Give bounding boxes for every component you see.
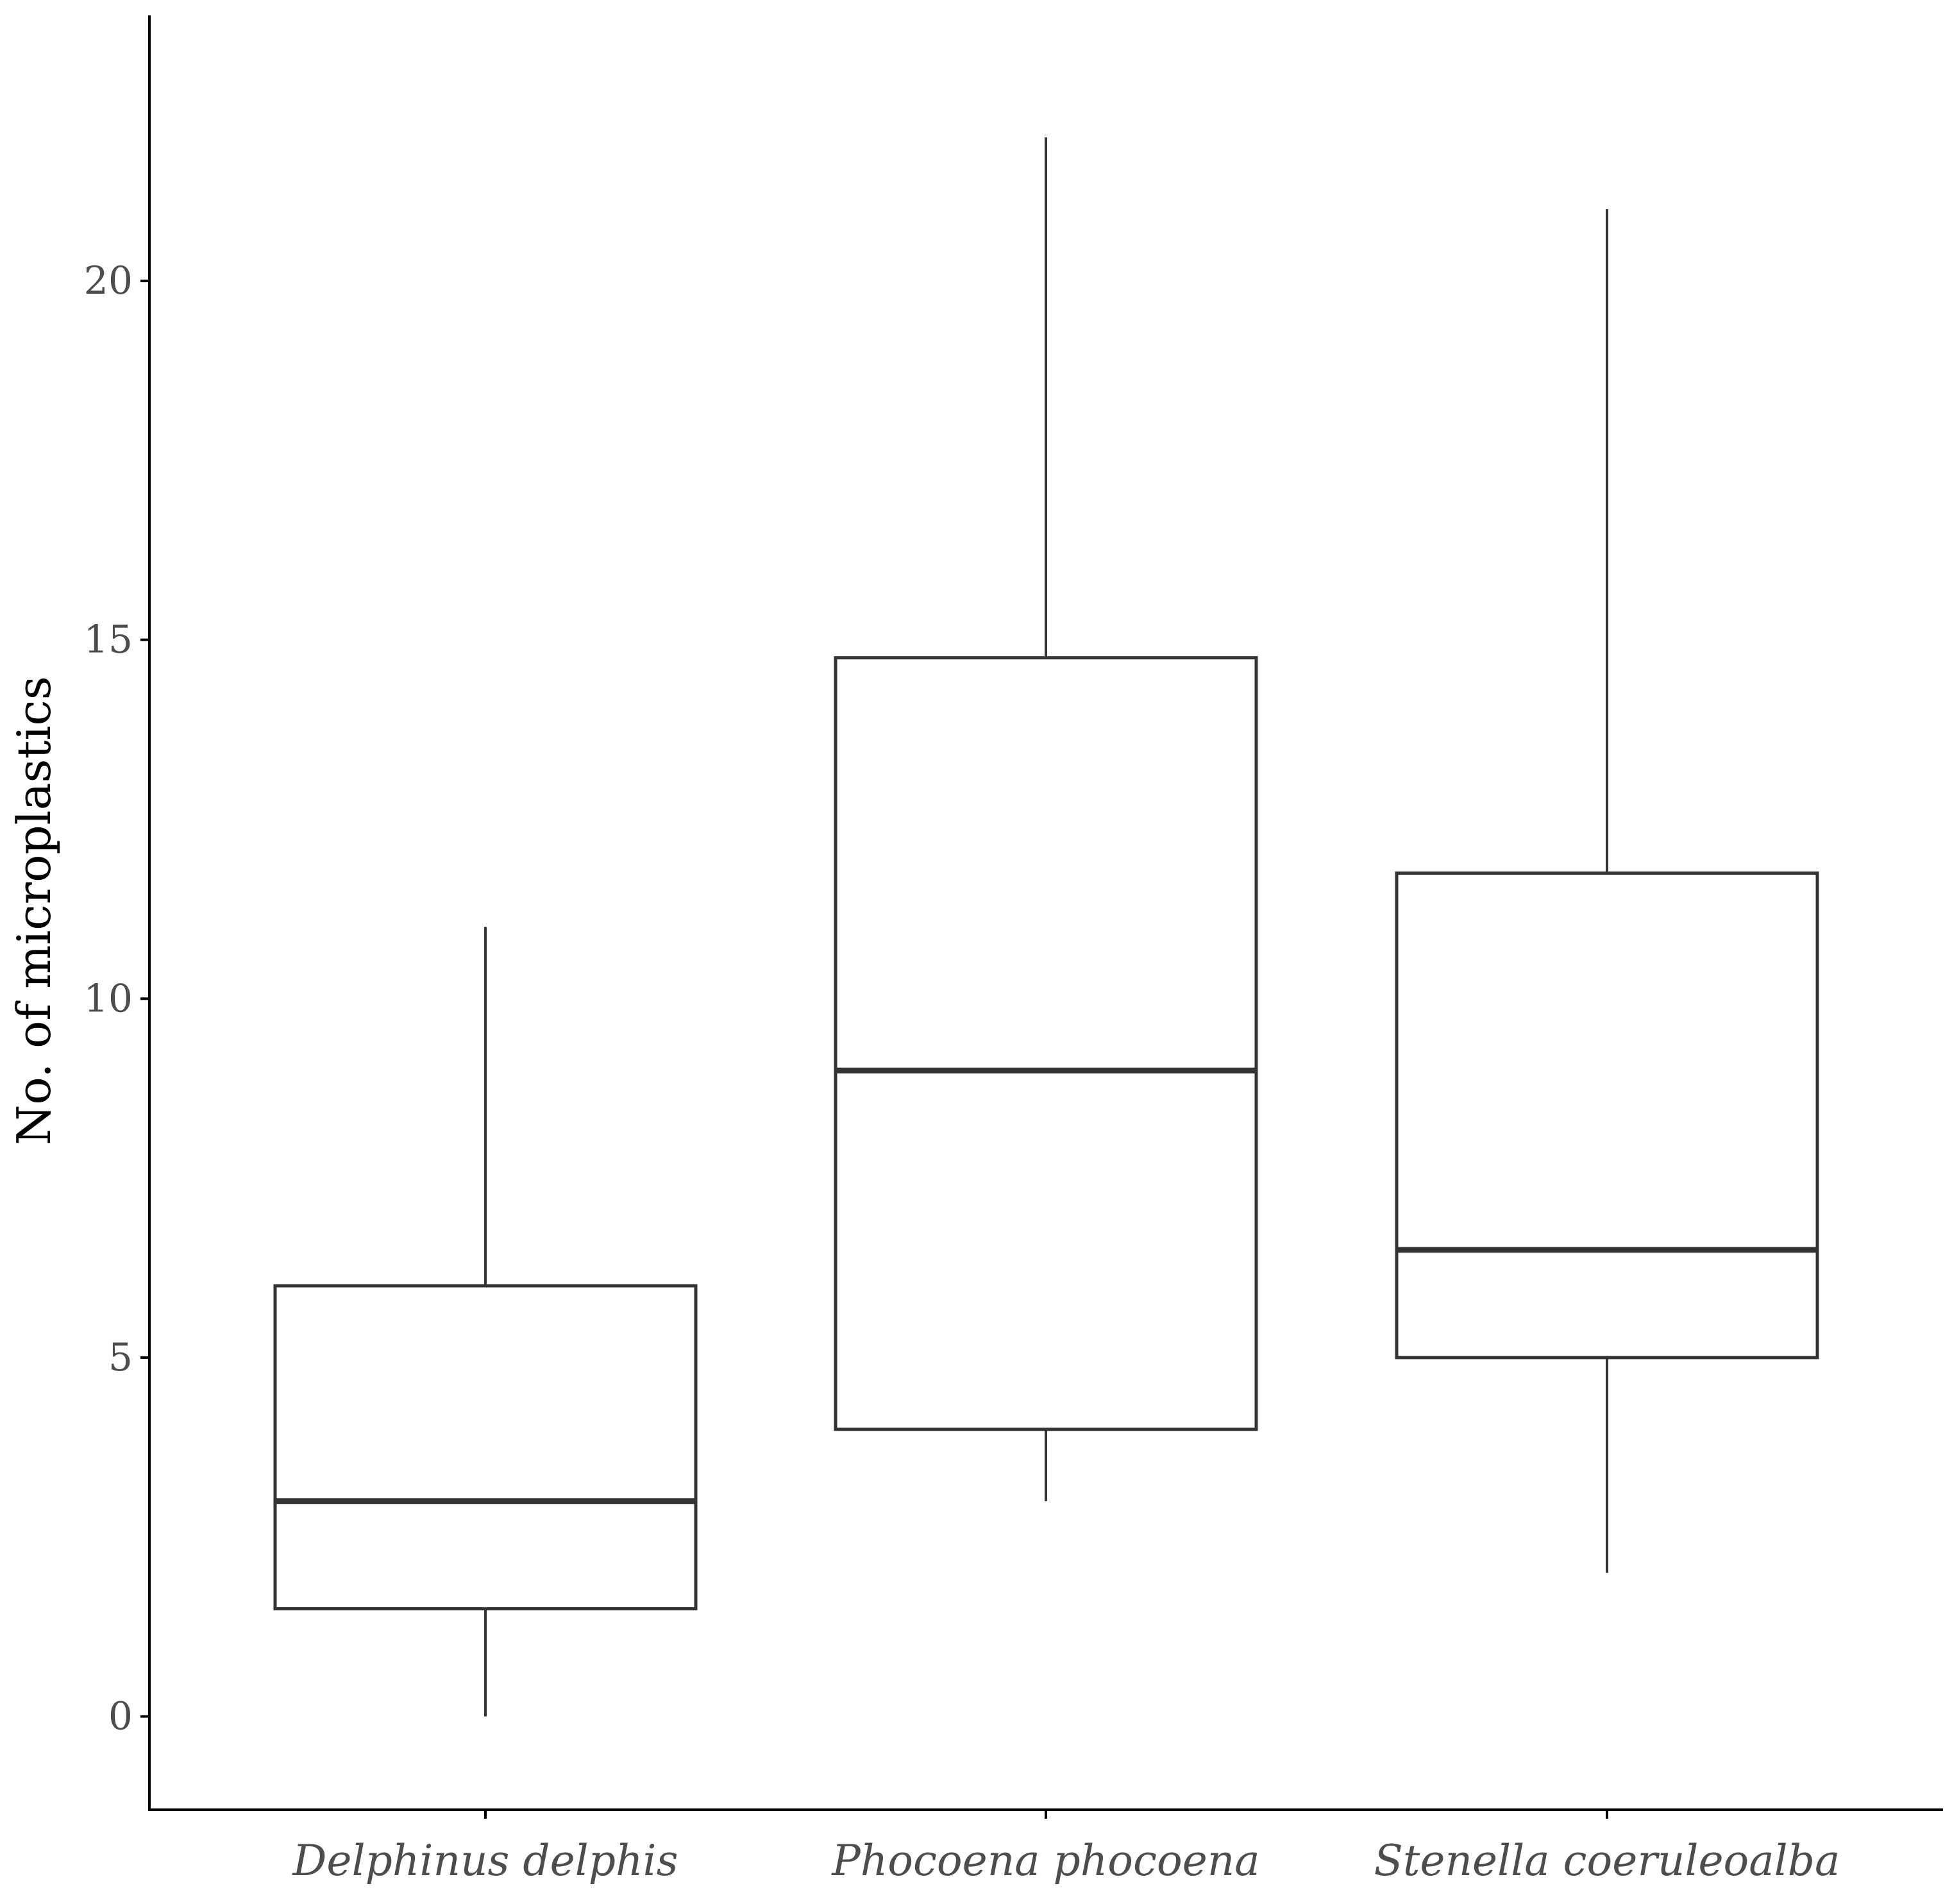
- x-tick-label: Phocoena phocoena: [831, 1836, 1259, 1885]
- x-tick-label: Delphinus delphis: [292, 1836, 678, 1885]
- box-delphinus-delphis: [273, 927, 698, 1717]
- x-axis-ticks: Delphinus delphis Phocoena phocoena Stenel…: [292, 1810, 1840, 1885]
- box-phocoena-phocoena: [834, 137, 1258, 1501]
- y-axis-ticks: 0 5 10 15 20: [84, 258, 149, 1739]
- iqr-box: [1395, 871, 1819, 1360]
- box-stenella-coeruleoalba: [1395, 209, 1819, 1573]
- y-tick-label: 15: [84, 618, 133, 662]
- iqr-box: [273, 1284, 698, 1611]
- iqr-box: [834, 656, 1258, 1431]
- y-tick-label: 0: [108, 1694, 133, 1739]
- x-tick-label: Stenella coeruleoalba: [1374, 1836, 1840, 1885]
- plot-area: [273, 137, 1819, 1717]
- y-axis-title: No. of microplastics: [7, 676, 61, 1145]
- y-tick-label: 20: [84, 258, 133, 303]
- y-tick-label: 10: [84, 976, 133, 1021]
- y-tick-label: 5: [108, 1335, 133, 1380]
